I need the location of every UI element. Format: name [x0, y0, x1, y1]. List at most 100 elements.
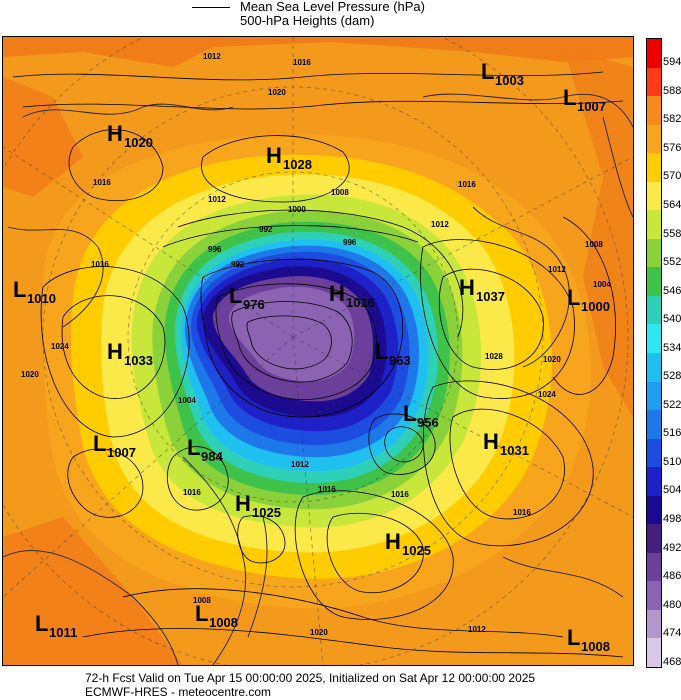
- isobar-label: 996: [208, 245, 222, 254]
- pressure-center-low: L 1008: [195, 601, 238, 630]
- svg-text:1028: 1028: [283, 157, 312, 172]
- colorbar-segment: [647, 267, 661, 297]
- svg-text:984: 984: [201, 449, 223, 464]
- pressure-center-low: L 956: [403, 401, 439, 430]
- svg-text:1003: 1003: [495, 73, 524, 88]
- colorbar-segment: [647, 467, 661, 497]
- colorbar-tick-label: 528: [663, 370, 681, 383]
- polar-projection-map: 1012 1016 1020 1016 1012 1000 992 1008 1…: [3, 37, 633, 665]
- isobar-label: 1016: [293, 58, 311, 67]
- mslp-legend-label: Mean Sea Level Pressure (hPa): [240, 0, 425, 14]
- colorbar-segment: [647, 353, 661, 382]
- colorbar-tick-label: 534: [663, 341, 681, 354]
- pressure-center-high: H 1016: [329, 281, 375, 310]
- svg-text:L: L: [403, 401, 416, 426]
- isobar-label: 1012: [203, 52, 221, 61]
- svg-text:1025: 1025: [402, 543, 431, 558]
- colorbar-segment: [647, 552, 661, 582]
- colorbar-tick-label: 594: [663, 56, 681, 69]
- isobar-label: 1020: [21, 370, 39, 379]
- map-header: Mean Sea Level Pressure (hPa) 500-hPa He…: [0, 0, 681, 34]
- colorbar-tick-label: 468: [663, 655, 681, 668]
- colorbar-segment: [647, 495, 661, 525]
- isobar-label: 1008: [331, 188, 349, 197]
- colorbar-segment: [647, 96, 661, 126]
- colorbar-tick-label: 522: [663, 398, 681, 411]
- colorbar-tick-label: 552: [663, 256, 681, 269]
- svg-text:976: 976: [243, 297, 265, 312]
- isobar-legend-line: [192, 7, 230, 8]
- svg-text:H: H: [107, 339, 123, 364]
- svg-text:H: H: [385, 529, 401, 554]
- isobar-label: 1012: [548, 265, 566, 274]
- isobar-label: 1012: [468, 625, 486, 634]
- isobar-label: 1020: [268, 88, 286, 97]
- colorbar-segment: [647, 381, 661, 411]
- pressure-center-low: L 1007: [93, 431, 136, 460]
- isobar-label: 1020: [310, 628, 328, 637]
- svg-text:1007: 1007: [107, 445, 136, 460]
- isobar-label: 1016: [91, 260, 109, 269]
- svg-text:L: L: [93, 431, 106, 456]
- colorbar-tick-label: 582: [663, 113, 681, 126]
- pressure-center-high: H 1025: [235, 491, 281, 520]
- isobar-label: 992: [259, 225, 273, 234]
- svg-text:1016: 1016: [346, 295, 375, 310]
- isobar-label: 1008: [585, 240, 603, 249]
- svg-text:H: H: [459, 275, 475, 300]
- svg-text:1031: 1031: [500, 443, 529, 458]
- coastlines: [3, 93, 633, 665]
- isobar-labels: 1012 1016 1020 1016 1012 1000 992 1008 1…: [21, 52, 611, 637]
- colorbar-tick-label: 510: [663, 455, 681, 468]
- svg-text:1008: 1008: [581, 639, 610, 654]
- pressure-center-high: H 1033: [107, 339, 153, 368]
- isobar-label: 992: [231, 260, 245, 269]
- svg-text:L: L: [567, 285, 580, 310]
- isobar-label: 1016: [391, 490, 409, 499]
- pressure-center-low: L 1007: [563, 85, 606, 114]
- colorbar-tick-label: 558: [663, 227, 681, 240]
- svg-text:L: L: [187, 435, 200, 460]
- isobar-label: 1016: [183, 488, 201, 497]
- colorbar-segment: [647, 124, 661, 154]
- svg-text:1008: 1008: [209, 615, 238, 630]
- colorbar-segment: [647, 181, 661, 211]
- isobar-label: 1020: [543, 355, 561, 364]
- colorbar-segment: [647, 581, 661, 611]
- isobar-label: 1024: [538, 390, 556, 399]
- svg-text:L: L: [567, 625, 580, 650]
- pressure-centers: L 1003 L 1007 H 1020 H 1028 L 1010 H 1033 L 100…: [13, 59, 610, 654]
- svg-text:H: H: [266, 143, 282, 168]
- pressure-center-low: L 1000: [567, 285, 610, 314]
- colorbar-tick-label: 474: [663, 627, 681, 640]
- colorbar-segment: [647, 609, 661, 639]
- svg-text:956: 956: [417, 415, 439, 430]
- colorbar-tick-label: 570: [663, 170, 681, 183]
- colorbar-segment: [647, 524, 661, 554]
- pressure-center-high: H 1031: [483, 429, 529, 458]
- colorbar-tick-label: 504: [663, 484, 681, 497]
- colorbar-segment: [647, 324, 661, 354]
- pressure-center-low: L 976: [229, 283, 265, 312]
- svg-text:H: H: [329, 281, 345, 306]
- svg-text:L: L: [481, 59, 494, 84]
- colorbar-segment: [647, 39, 661, 68]
- isobar-label: 1024: [51, 342, 69, 351]
- pressure-center-high: H 1028: [266, 143, 312, 172]
- pressure-center-low: L 984: [187, 435, 223, 464]
- pressure-center-low: L 1011: [35, 611, 77, 640]
- height-shading-588-sw: [3, 517, 183, 665]
- pressure-center-high: H 1037: [459, 275, 505, 304]
- colorbar-segment: [647, 210, 661, 240]
- colorbar-segment: [647, 638, 661, 668]
- isobar-label: 1028: [485, 352, 503, 361]
- model-source: ECMWF-HRES - meteocentre.com: [85, 685, 272, 699]
- height-colorbar: [646, 38, 662, 668]
- colorbar-segment: [647, 438, 661, 468]
- height-legend-label: 500-hPa Heights (dam): [240, 13, 375, 28]
- svg-text:H: H: [235, 491, 251, 516]
- pressure-center-high: H 1020: [107, 121, 153, 150]
- colorbar-segment: [647, 67, 661, 97]
- colorbar-tick-label: 576: [663, 141, 681, 154]
- colorbar-tick-label: 516: [663, 427, 681, 440]
